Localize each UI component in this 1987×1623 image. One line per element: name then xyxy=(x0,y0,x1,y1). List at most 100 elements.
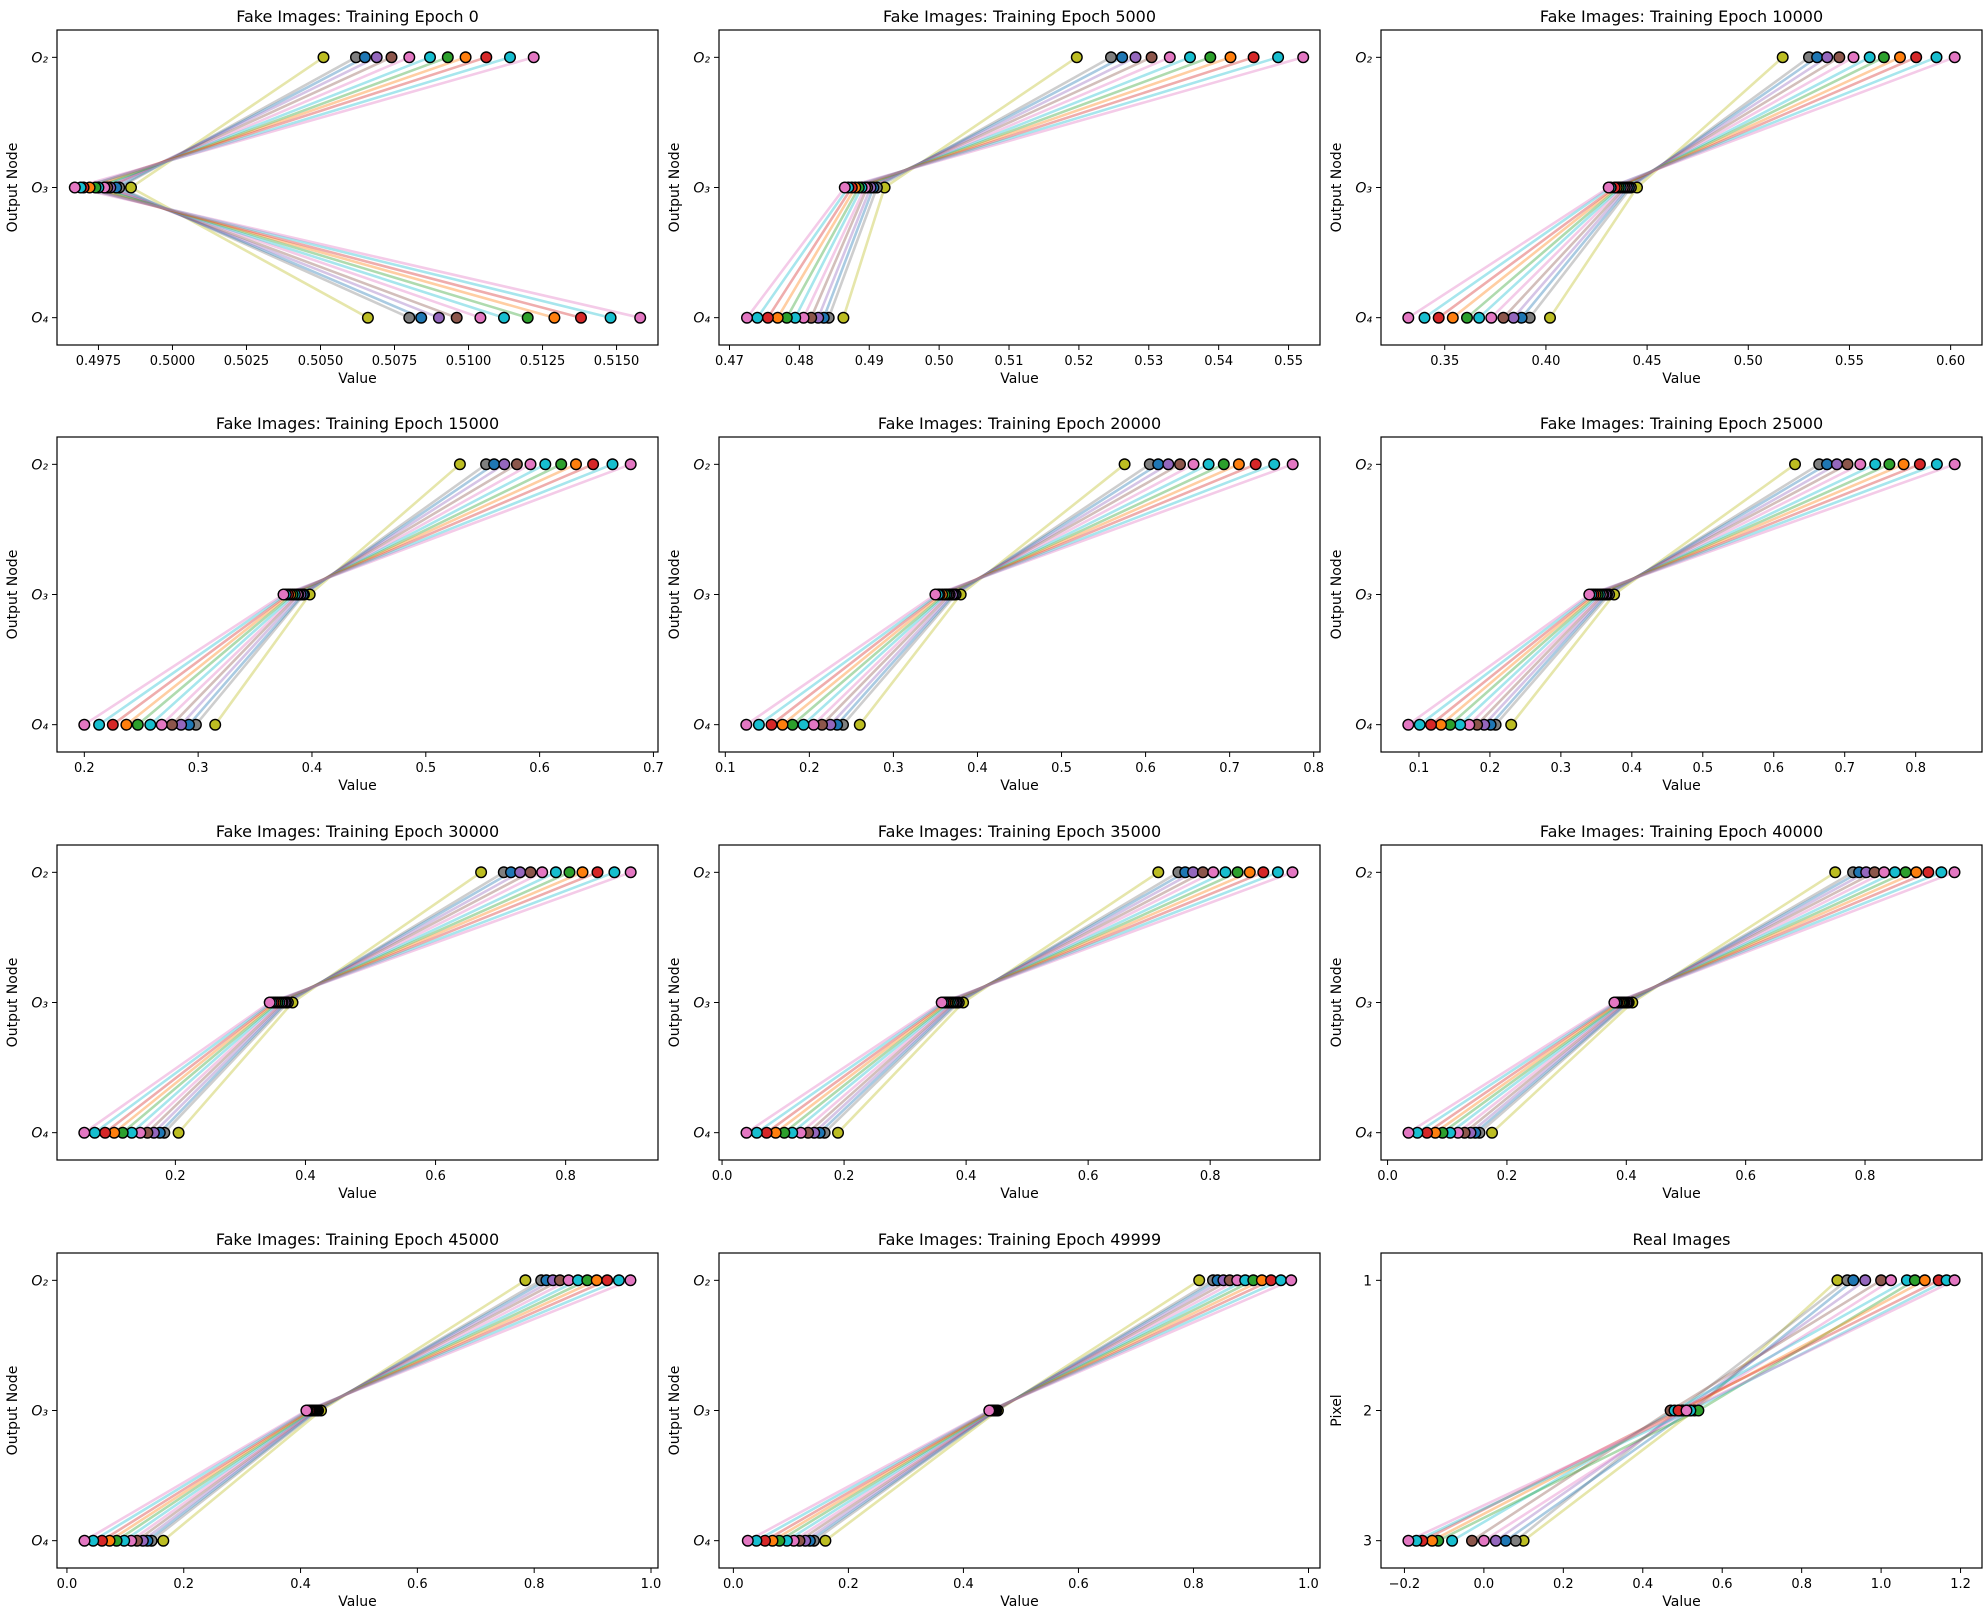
data-point xyxy=(1908,1274,1921,1287)
x-tick-label: 0.2 xyxy=(173,1577,194,1592)
y-tick-label: O₃ xyxy=(693,181,710,197)
data-point xyxy=(1830,458,1843,471)
x-tick-label: 0.5100 xyxy=(446,354,492,369)
data-point xyxy=(78,1126,91,1139)
data-point xyxy=(78,1534,91,1547)
y-tick-label: O₃ xyxy=(31,996,48,1012)
data-point xyxy=(612,1274,625,1287)
data-point xyxy=(1207,866,1220,879)
x-tick-label: 1.0 xyxy=(1871,1577,1892,1592)
x-tick-label: 0.6 xyxy=(529,761,550,776)
x-tick-label: 0.0 xyxy=(712,1169,733,1184)
data-point xyxy=(1204,51,1217,64)
data-point xyxy=(453,458,466,471)
x-tick-label: 0.5050 xyxy=(298,354,344,369)
y-axis-label: Pixel xyxy=(1329,1394,1345,1426)
x-tick-label: 0.0 xyxy=(1377,1169,1398,1184)
data-point xyxy=(1231,866,1244,879)
data-point xyxy=(1187,866,1200,879)
data-point xyxy=(1883,458,1896,471)
data-point xyxy=(68,181,81,194)
y-axis-label: Output Node xyxy=(5,143,21,233)
series-line xyxy=(162,1279,527,1542)
x-axis-label: Value xyxy=(338,1594,376,1610)
y-tick-label: O₄ xyxy=(693,311,710,327)
subplot-4: Fake Images: Training Epoch 20000 0.1 0.2 0… xyxy=(667,414,1324,794)
series-line xyxy=(1407,463,1956,726)
data-point xyxy=(1070,51,1083,64)
x-tick-label: 0.8 xyxy=(1791,1577,1812,1592)
data-point xyxy=(385,51,398,64)
y-tick-label: O₄ xyxy=(31,718,48,734)
x-tick-label: 0.50 xyxy=(925,354,954,369)
x-tick-label: 0.35 xyxy=(1430,354,1459,369)
series-line xyxy=(1494,463,1820,726)
data-point xyxy=(1543,311,1556,324)
data-point xyxy=(1841,458,1854,471)
data-point xyxy=(1485,311,1498,324)
data-point xyxy=(761,311,774,324)
x-axis-label: Value xyxy=(1000,1186,1038,1202)
y-tick-label: O₄ xyxy=(693,718,710,734)
data-point xyxy=(819,1534,832,1547)
chart-title: Fake Images: Training Epoch 20000 xyxy=(878,414,1161,433)
data-point xyxy=(1129,51,1142,64)
data-point xyxy=(1913,458,1926,471)
x-tick-label: 0.5125 xyxy=(520,354,566,369)
data-point xyxy=(78,718,91,731)
x-tick-label: 0.8 xyxy=(555,1169,576,1184)
data-point xyxy=(488,458,501,471)
data-point xyxy=(1243,866,1256,879)
series-line xyxy=(1490,56,1855,319)
data-point xyxy=(1432,311,1445,324)
data-point xyxy=(837,311,850,324)
data-point xyxy=(1183,51,1196,64)
axes-frame xyxy=(1380,29,1983,346)
data-point xyxy=(1863,51,1876,64)
x-tick-label: 0.52 xyxy=(1064,354,1093,369)
data-point xyxy=(277,588,290,601)
y-tick-label: O₃ xyxy=(31,588,48,604)
x-tick-label: 0.4 xyxy=(1632,1577,1653,1592)
x-tick-label: 0.47 xyxy=(715,354,744,369)
data-point xyxy=(524,458,537,471)
x-axis-label: Value xyxy=(1662,1594,1700,1610)
x-tick-label: 0.7 xyxy=(1834,761,1855,776)
data-point xyxy=(441,51,454,64)
data-point xyxy=(504,51,517,64)
data-point xyxy=(1680,1404,1693,1417)
series-line xyxy=(113,56,422,319)
subplot-7: Fake Images: Training Epoch 35000 0.0 0.2 0… xyxy=(667,822,1321,1202)
series-line xyxy=(214,463,461,726)
data-point xyxy=(1217,458,1230,471)
y-tick-label: O₄ xyxy=(1355,311,1372,327)
data-point xyxy=(576,866,589,879)
chart-title: Real Images xyxy=(1632,1230,1730,1249)
x-tick-label: 0.6 xyxy=(1763,761,1784,776)
x-tick-label: 0.54 xyxy=(1204,354,1233,369)
y-tick-label: O₃ xyxy=(693,996,710,1012)
axes-frame xyxy=(56,436,659,753)
data-point xyxy=(838,181,851,194)
x-tick-label: 0.2 xyxy=(799,761,820,776)
data-point xyxy=(1935,866,1948,879)
data-point xyxy=(1948,866,1961,879)
subplot-8: Fake Images: Training Epoch 40000 0.0 0.2 0… xyxy=(1329,822,1983,1202)
data-point xyxy=(459,51,472,64)
x-tick-label: 0.4 xyxy=(956,1169,977,1184)
data-point xyxy=(1465,1534,1478,1547)
x-tick-label: 0.53 xyxy=(1134,354,1163,369)
data-point xyxy=(1875,1274,1888,1287)
data-point xyxy=(155,718,168,731)
y-axis-label: Output Node xyxy=(5,550,21,640)
data-point xyxy=(1473,311,1486,324)
data-point xyxy=(1477,1534,1490,1547)
x-tick-label: 0.6 xyxy=(1712,1577,1733,1592)
data-point xyxy=(157,1534,170,1547)
x-tick-label: 0.0 xyxy=(1474,1577,1495,1592)
series-line xyxy=(1437,56,1917,319)
data-point xyxy=(536,866,549,879)
data-point xyxy=(1788,458,1801,471)
data-point xyxy=(1173,458,1186,471)
